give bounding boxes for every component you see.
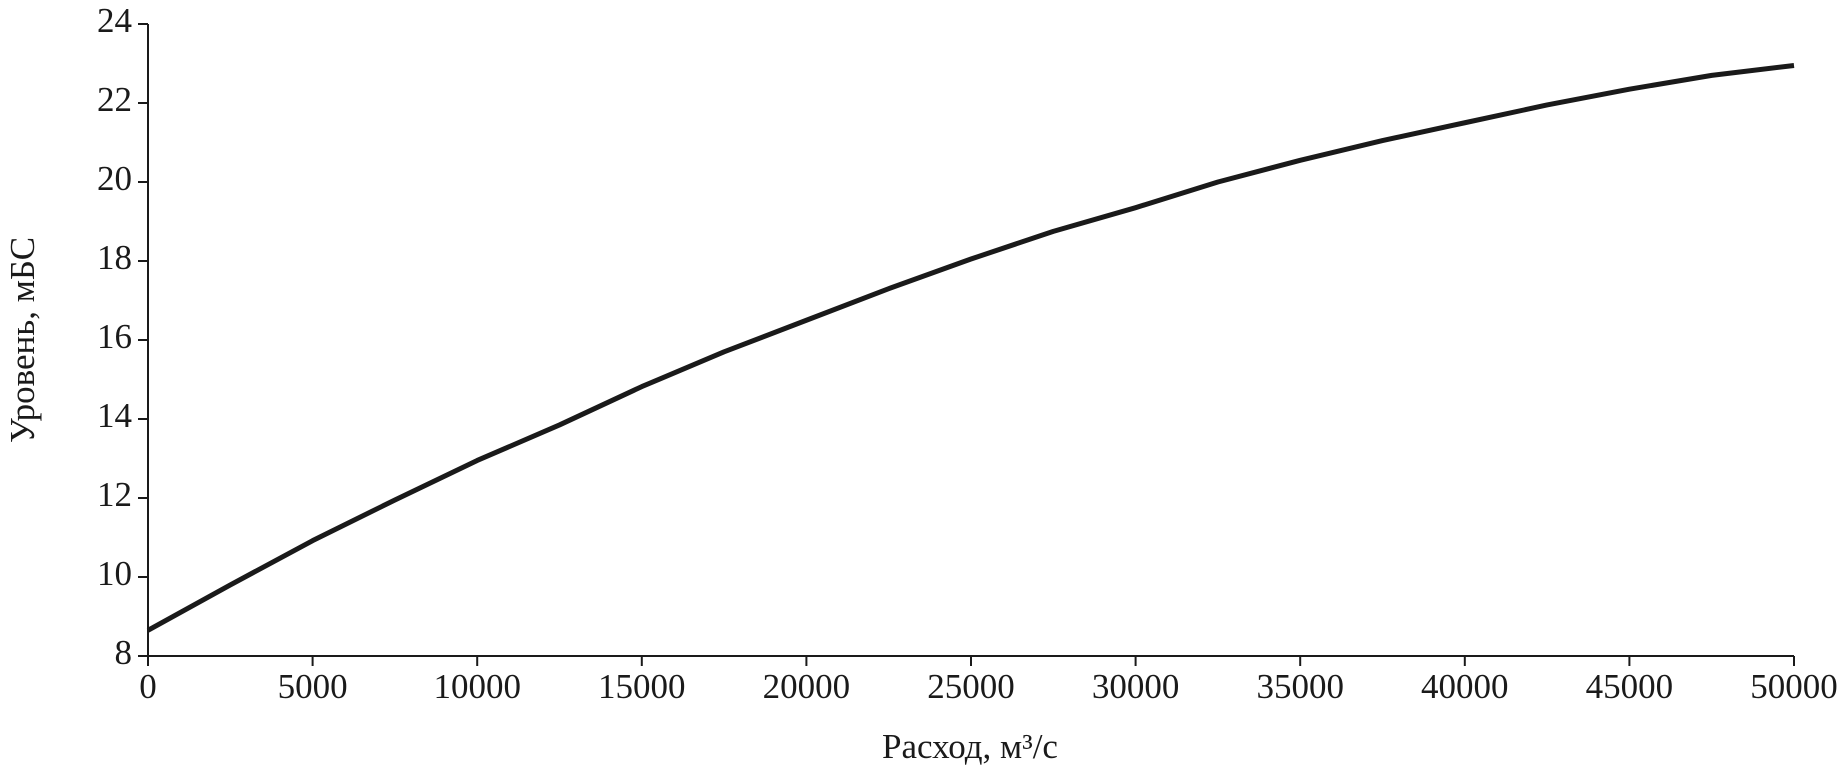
- data-line: [146, 62, 1795, 633]
- x-tick-label: 5000: [278, 667, 348, 706]
- x-tick-label: 50000: [1750, 667, 1838, 706]
- x-tick-label: 30000: [1092, 667, 1180, 706]
- x-tick-label: 45000: [1586, 667, 1674, 706]
- y-tick-label: 12: [97, 475, 132, 514]
- y-tick-label: 20: [97, 159, 132, 198]
- x-axis-label: Расход, м³/с: [882, 727, 1058, 766]
- y-axis-label: Уровень, мБС: [3, 237, 42, 443]
- x-tick-label: 10000: [433, 667, 521, 706]
- y-tick-label: 10: [97, 554, 132, 593]
- y-tick-label: 22: [97, 80, 132, 119]
- x-tick-label: 0: [139, 667, 157, 706]
- x-tick-label: 20000: [763, 667, 851, 706]
- x-tick-label: 15000: [598, 667, 686, 706]
- y-tick-label: 8: [115, 633, 133, 672]
- y-tick-label: 14: [97, 396, 132, 435]
- y-tick-label: 16: [97, 317, 132, 356]
- y-tick-label: 24: [97, 1, 132, 40]
- y-tick-label: 18: [97, 238, 132, 277]
- x-tick-label: 40000: [1421, 667, 1509, 706]
- x-tick-label: 35000: [1256, 667, 1344, 706]
- x-tick-label: 25000: [927, 667, 1015, 706]
